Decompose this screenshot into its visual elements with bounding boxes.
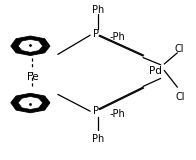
Text: P: P (93, 106, 99, 116)
Text: Ph: Ph (92, 5, 104, 15)
Text: Pd: Pd (149, 66, 162, 76)
Polygon shape (11, 93, 50, 113)
Text: Fe: Fe (26, 72, 38, 82)
Text: -Ph: -Ph (110, 32, 125, 42)
Text: Cl: Cl (174, 44, 184, 54)
Polygon shape (18, 96, 43, 109)
Polygon shape (18, 39, 43, 52)
Text: P: P (93, 29, 99, 39)
Text: Cl: Cl (175, 92, 185, 102)
Text: Ph: Ph (92, 134, 104, 144)
Polygon shape (11, 36, 50, 56)
Text: -Ph: -Ph (110, 109, 125, 119)
